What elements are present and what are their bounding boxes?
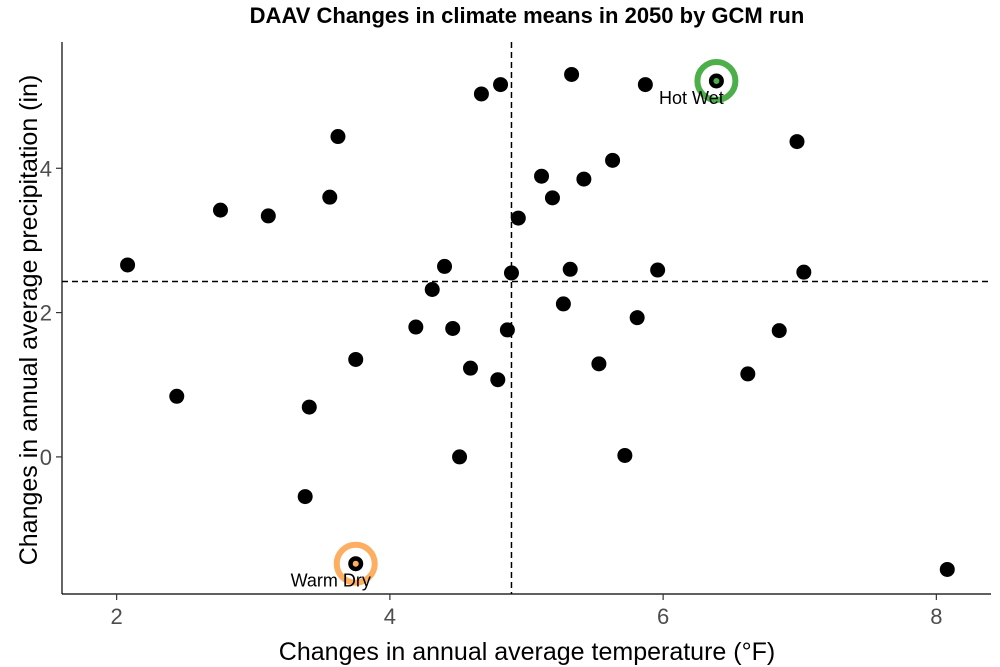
data-point: [330, 129, 346, 145]
data-point: [771, 323, 787, 339]
data-point: [576, 171, 592, 187]
data-point: [740, 366, 756, 382]
y-tick-label: 2: [40, 301, 52, 326]
y-axis-ticks: 0 2 4: [40, 156, 62, 470]
data-point: [424, 281, 440, 297]
x-tick-label: 8: [930, 604, 942, 629]
y-tick-label: 4: [40, 156, 52, 181]
chart-title: DAAV Changes in climate means in 2050 by…: [250, 3, 805, 28]
data-point: [120, 257, 136, 273]
data-point: [322, 189, 338, 205]
data-point: [544, 190, 560, 206]
data-point: [564, 66, 580, 82]
highlight-label: Warm Dry: [291, 571, 371, 591]
data-point: [452, 449, 468, 465]
data-point: [473, 86, 489, 102]
data-point: [348, 351, 364, 367]
highlight-ring: [694, 58, 739, 103]
x-tick-label: 6: [657, 604, 669, 629]
data-point: [605, 152, 621, 168]
data-point: [650, 262, 666, 278]
data-point: [437, 258, 453, 274]
data-point: [503, 265, 519, 281]
x-axis-title: Changes in annual average temperature (°…: [279, 638, 775, 666]
data-point: [796, 264, 812, 280]
data-point: [555, 296, 571, 312]
data-point: [490, 372, 506, 388]
data-point: [499, 322, 515, 338]
y-tick-label: 0: [40, 445, 52, 470]
highlight-rings: [333, 58, 739, 586]
data-point: [789, 134, 805, 150]
data-point: [462, 360, 478, 376]
reference-lines: [62, 42, 991, 594]
data-point: [510, 210, 526, 226]
highlight-center: [713, 77, 720, 84]
data-point: [212, 202, 228, 218]
data-point: [591, 356, 607, 372]
data-point: [629, 310, 645, 326]
highlight-center: [352, 560, 359, 567]
data-point: [617, 447, 633, 463]
data-point: [534, 168, 550, 184]
x-tick-label: 4: [384, 604, 396, 629]
data-point: [939, 561, 955, 577]
data-point: [562, 261, 578, 277]
data-points: [120, 66, 955, 577]
data-point: [260, 208, 276, 224]
plot-area: Hot Wet Warm Dry: [62, 42, 991, 594]
data-point: [408, 319, 424, 335]
data-point: [301, 399, 317, 415]
data-point: [493, 77, 509, 93]
annotations: Hot Wet Warm Dry: [291, 88, 724, 591]
data-point: [637, 77, 653, 93]
highlight-ring: [333, 541, 378, 586]
data-point: [445, 320, 461, 336]
x-tick-label: 2: [111, 604, 123, 629]
data-point: [169, 388, 185, 404]
x-axis-ticks: 2 4 6 8: [111, 594, 942, 629]
y-axis-title: Changes in annual average precipitation …: [15, 75, 43, 566]
data-point: [297, 489, 313, 505]
highlight-label: Hot Wet: [659, 88, 724, 108]
